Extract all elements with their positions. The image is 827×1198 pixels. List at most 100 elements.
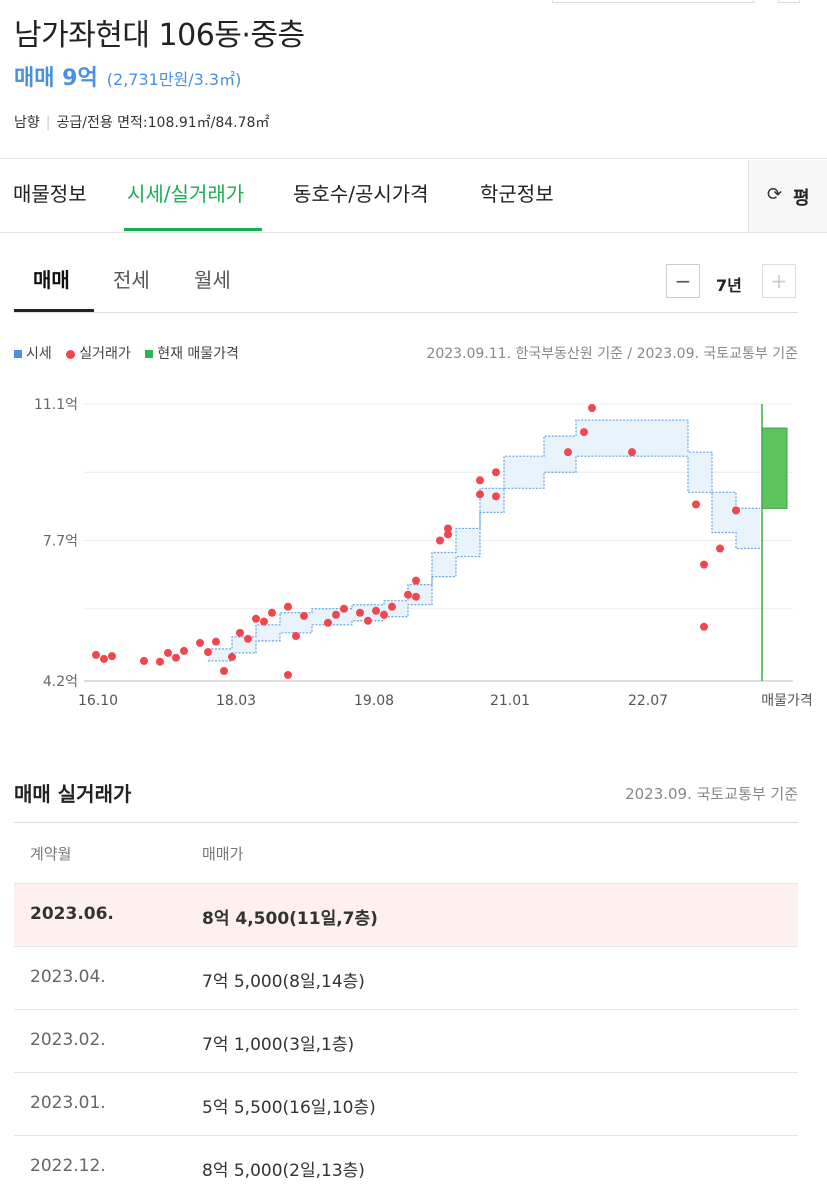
tab-school[interactable]: 학군정보 xyxy=(480,182,554,206)
legend-deals-swatch xyxy=(66,349,76,359)
listing-meta: 남향 | 공급/전용 면적:108.91㎡/84.78㎡ xyxy=(14,112,269,132)
deal-point xyxy=(92,650,100,659)
deal-point xyxy=(492,492,500,501)
deal-point xyxy=(108,652,116,661)
legend-listing: 현재 매물가격 xyxy=(145,346,239,362)
deal-point xyxy=(444,530,452,539)
deal-point xyxy=(476,476,484,485)
tabs-divider xyxy=(0,232,827,233)
deal-point xyxy=(284,670,292,679)
deal-point xyxy=(388,602,396,611)
deal-point xyxy=(196,638,204,647)
active-tab-indicator xyxy=(124,228,262,231)
deal-point xyxy=(300,611,308,620)
legend-deals-label: 실거래가 xyxy=(79,346,131,362)
tab-unit-price[interactable]: 동호수/공시가격 xyxy=(293,182,429,206)
deal-point xyxy=(372,606,380,615)
deal-point xyxy=(100,654,108,663)
unit-toggle-button[interactable]: ⟳ 평 xyxy=(748,160,827,232)
top-panel-edge-small xyxy=(778,0,800,3)
deal-point xyxy=(692,500,700,509)
subtab-sale[interactable]: 매매 xyxy=(33,268,70,292)
period-increase-button[interactable]: + xyxy=(762,264,796,298)
x-tick-label: 22.07 xyxy=(628,693,668,709)
row-price: 8억 4,500(11일,7층) xyxy=(202,909,378,929)
tab-market-price[interactable]: 시세/실거래가 xyxy=(127,182,245,206)
table-row[interactable]: 2023.06. 8억 4,500(11일,7층) xyxy=(14,883,798,946)
row-price: 7억 1,000(3일,1층) xyxy=(202,1035,355,1055)
deal-point xyxy=(332,610,340,619)
deal-point xyxy=(628,448,636,457)
top-panel-edge xyxy=(552,0,754,3)
deal-point xyxy=(180,646,188,655)
deal-point xyxy=(268,608,276,617)
listing-price: 매매 9억 (2,731만원/3.3㎡) xyxy=(14,60,241,92)
active-subtab-indicator xyxy=(14,309,94,312)
price-per-area: (2,731만원/3.3㎡) xyxy=(106,70,242,89)
deal-point xyxy=(412,592,420,601)
market-band xyxy=(208,420,760,661)
deal-point xyxy=(204,648,212,657)
x-tick-label: 매물가격 xyxy=(761,693,813,709)
x-tick-label: 19.08 xyxy=(354,693,394,709)
deal-point xyxy=(444,524,452,533)
table-row[interactable]: 2023.01. 5억 5,500(16일,10층) xyxy=(14,1072,798,1135)
deal-point xyxy=(244,634,252,643)
row-month: 2023.01. xyxy=(30,1093,106,1113)
legend-listing-swatch xyxy=(145,350,154,358)
table-row[interactable]: 2023.02. 7억 1,000(3일,1층) xyxy=(14,1009,798,1072)
deal-point xyxy=(212,637,220,646)
deal-point xyxy=(492,468,500,477)
deal-point xyxy=(436,536,444,545)
deal-section-title: 매매 실거래가 xyxy=(14,782,132,806)
deal-point xyxy=(404,590,412,599)
table-row[interactable]: 2023.04. 7억 5,000(8일,14층) xyxy=(14,946,798,1009)
deal-point xyxy=(140,656,148,665)
deal-table: 계약월 매매가 2023.06. 8억 4,500(11일,7층) 2023.04.… xyxy=(14,822,798,1198)
deal-point xyxy=(588,404,596,413)
deal-point xyxy=(476,490,484,499)
price-main: 매매 9억 xyxy=(14,66,98,91)
deal-point xyxy=(340,604,348,613)
legend-market-swatch xyxy=(14,350,22,358)
area-info: 공급/전용 면적:108.91㎡/84.78㎡ xyxy=(56,115,270,131)
market-band-high-line xyxy=(208,419,760,650)
deal-point xyxy=(172,653,180,662)
subtab-jeonse[interactable]: 전세 xyxy=(113,268,150,292)
table-row[interactable]: 2022.12. 8억 5,000(2일,13층) xyxy=(14,1135,798,1198)
y-tick-label: 7.7억 xyxy=(43,533,78,549)
deal-point xyxy=(164,648,172,657)
x-tick-label: 21.01 xyxy=(490,693,530,709)
tab-listing-info[interactable]: 매물정보 xyxy=(13,182,87,206)
deal-point xyxy=(364,616,372,625)
deal-point xyxy=(580,428,588,437)
y-tick-label: 4.2억 xyxy=(43,674,78,690)
chart-legend: 시세 실거래가 현재 매물가격 xyxy=(14,343,249,363)
deal-point xyxy=(716,544,724,553)
deal-section-source: 2023.09. 국토교통부 기준 xyxy=(625,785,798,803)
row-price: 7억 5,000(8일,14층) xyxy=(202,972,365,992)
row-month: 2023.04. xyxy=(30,967,106,987)
deal-point xyxy=(292,632,300,641)
header-divider xyxy=(0,158,827,159)
deal-point xyxy=(380,610,388,619)
row-price: 8억 5,000(2일,13층) xyxy=(202,1161,365,1181)
direction: 남향 xyxy=(14,115,40,131)
deal-point xyxy=(356,608,364,617)
deal-point xyxy=(412,576,420,585)
deal-point xyxy=(564,448,572,457)
listing-title: 남가좌현대 106동·중층 xyxy=(14,18,305,53)
deal-point xyxy=(156,657,164,666)
period-decrease-button[interactable]: − xyxy=(666,264,700,298)
deal-point xyxy=(284,602,292,611)
row-month: 2023.06. xyxy=(30,904,114,924)
subtab-monthly[interactable]: 월세 xyxy=(194,268,231,292)
unit-label: 평 xyxy=(793,188,810,209)
legend-listing-label: 현재 매물가격 xyxy=(157,346,239,362)
row-month: 2023.02. xyxy=(30,1030,106,1050)
y-tick-label: 11.1억 xyxy=(34,397,78,413)
deal-table-body: 2023.06. 8억 4,500(11일,7층) 2023.04. 7억 5,000… xyxy=(14,883,798,1198)
deal-point xyxy=(236,628,244,637)
legend-market-label: 시세 xyxy=(26,346,52,362)
